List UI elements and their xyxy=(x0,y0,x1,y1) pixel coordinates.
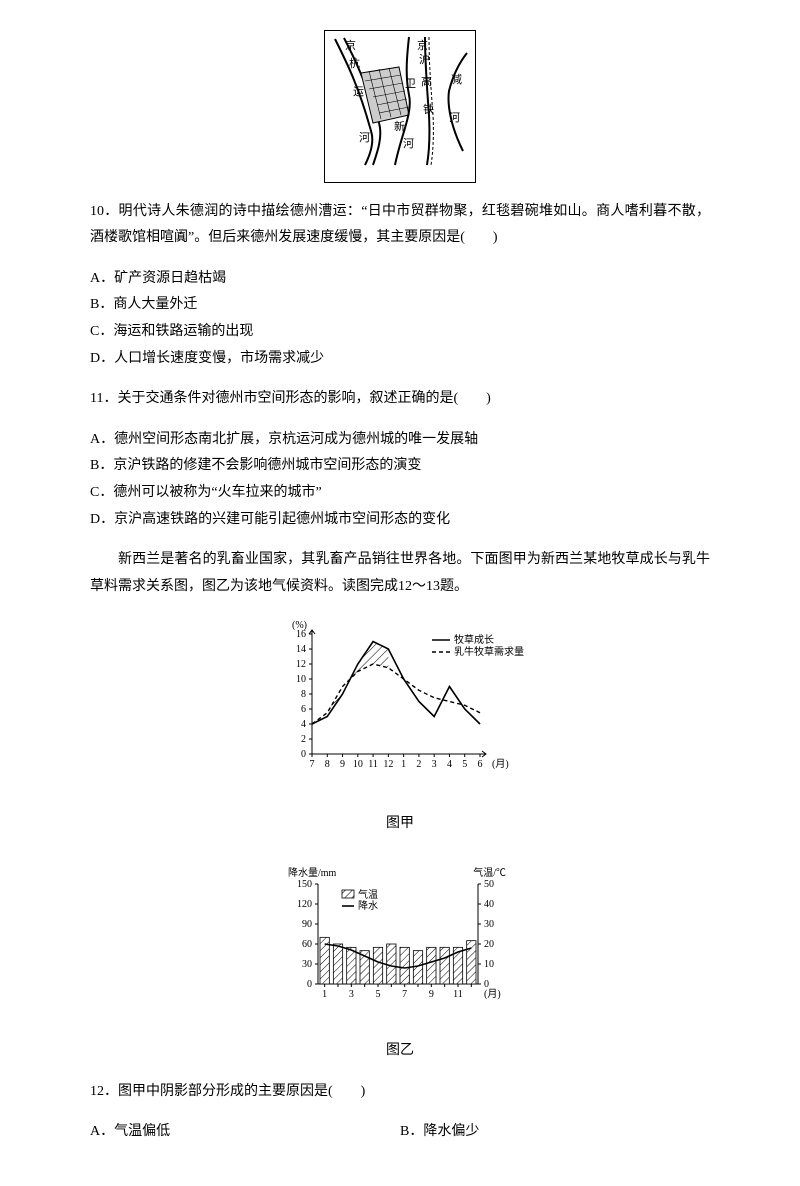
svg-text:50: 50 xyxy=(484,879,494,890)
svg-text:气温/℃: 气温/℃ xyxy=(473,866,506,879)
svg-text:(月): (月) xyxy=(484,988,501,1000)
q11-stem: 11．关于交通条件对德州市空间形态的影响，叙述正确的是( ) xyxy=(90,386,710,413)
svg-text:乳牛牧草需求量: 乳牛牧草需求量 xyxy=(454,645,524,658)
svg-text:40: 40 xyxy=(484,899,494,910)
svg-text:3: 3 xyxy=(349,989,354,1000)
svg-text:0: 0 xyxy=(307,979,312,990)
svg-text:河: 河 xyxy=(449,111,460,124)
svg-text:减: 减 xyxy=(451,73,462,86)
svg-text:9: 9 xyxy=(340,759,345,770)
chart-a-figure: (%)0246810121416789101112123456(月)牧草成长乳牛… xyxy=(90,614,710,795)
svg-text:8: 8 xyxy=(301,689,306,700)
chart-a-caption: 图甲 xyxy=(90,811,710,838)
q11-opt-c: C．德州可以被称为“火车拉来的城市” xyxy=(90,480,710,507)
svg-text:杭: 杭 xyxy=(349,56,360,70)
svg-text:1: 1 xyxy=(401,759,406,770)
svg-text:30: 30 xyxy=(302,959,312,970)
svg-text:30: 30 xyxy=(484,919,494,930)
svg-text:120: 120 xyxy=(297,899,312,910)
q12-options-row: A．气温偏低 B．降水偏少 xyxy=(90,1119,710,1146)
svg-text:(月): (月) xyxy=(492,758,509,770)
svg-text:10: 10 xyxy=(484,959,494,970)
svg-text:高: 高 xyxy=(421,74,432,88)
q11-opt-a: A．德州空间形态南北扩展，京杭运河成为德州城的唯一发展轴 xyxy=(90,427,710,454)
svg-text:11: 11 xyxy=(368,759,378,770)
chart-b-svg: 降水量/mm气温/℃030609012015001020304050135791… xyxy=(270,852,530,1012)
svg-text:90: 90 xyxy=(302,919,312,930)
svg-text:3: 3 xyxy=(432,759,437,770)
svg-text:气温: 气温 xyxy=(358,888,378,901)
q12-stem: 12．图甲中阴影部分形成的主要原因是( ) xyxy=(90,1079,710,1106)
q10-opt-a: A．矿产资源日趋枯竭 xyxy=(90,266,710,293)
svg-text:1: 1 xyxy=(322,989,327,1000)
q10-opt-d: D．人口增长速度变慢，市场需求减少 xyxy=(90,346,710,373)
svg-text:6: 6 xyxy=(301,704,306,715)
q12-opt-a: A．气温偏低 xyxy=(90,1119,400,1146)
svg-text:降水量/mm: 降水量/mm xyxy=(288,866,337,879)
svg-text:14: 14 xyxy=(296,644,306,655)
svg-text:降水: 降水 xyxy=(358,899,378,912)
svg-text:9: 9 xyxy=(429,989,434,1000)
svg-text:河: 河 xyxy=(403,137,414,150)
svg-text:卫: 卫 xyxy=(405,78,416,90)
svg-text:牧草成长: 牧草成长 xyxy=(454,633,494,646)
intro-12-13: 新西兰是著名的乳畜业国家，其乳畜产品销往世界各地。下面图甲为新西兰某地牧草成长与… xyxy=(90,547,710,600)
svg-text:7: 7 xyxy=(310,759,315,770)
svg-text:150: 150 xyxy=(297,879,312,890)
q12-opt-b: B．降水偏少 xyxy=(400,1119,710,1146)
svg-text:8: 8 xyxy=(325,759,330,770)
q10-stem: 10．明代诗人朱德润的诗中描绘德州漕运：“日中市贸群物聚，红毯碧碗堆如山。商人嗜… xyxy=(90,199,710,252)
svg-text:沪: 沪 xyxy=(419,52,430,66)
q10-opt-c: C．海运和铁路运输的出现 xyxy=(90,319,710,346)
svg-text:5: 5 xyxy=(376,989,381,1000)
svg-text:0: 0 xyxy=(301,749,306,760)
svg-text:运: 运 xyxy=(353,85,364,98)
svg-text:4: 4 xyxy=(447,759,452,770)
dezhou-map-svg: 京 杭 运 河 卫 京 沪 高 铁 新 河 减 河 xyxy=(329,35,471,167)
chart-a-svg: (%)0246810121416789101112123456(月)牧草成长乳牛… xyxy=(270,614,530,784)
svg-text:铁: 铁 xyxy=(423,103,434,116)
svg-text:10: 10 xyxy=(296,674,306,685)
svg-text:2: 2 xyxy=(301,734,306,745)
svg-text:7: 7 xyxy=(402,989,407,1000)
map-figure: 京 杭 运 河 卫 京 沪 高 铁 新 河 减 河 xyxy=(90,30,710,183)
q10-opt-b: B．商人大量外迁 xyxy=(90,292,710,319)
svg-text:10: 10 xyxy=(353,759,363,770)
svg-text:新: 新 xyxy=(394,119,405,133)
chart-b-figure: 降水量/mm气温/℃030609012015001020304050135791… xyxy=(90,852,710,1023)
svg-text:京: 京 xyxy=(417,38,428,52)
svg-text:60: 60 xyxy=(302,939,312,950)
svg-text:4: 4 xyxy=(301,719,306,730)
svg-text:11: 11 xyxy=(453,989,463,1000)
svg-text:20: 20 xyxy=(484,939,494,950)
svg-text:2: 2 xyxy=(416,759,421,770)
q11-opt-d: D．京沪高速铁路的兴建可能引起德州城市空间形态的变化 xyxy=(90,507,710,534)
chart-b-caption: 图乙 xyxy=(90,1038,710,1065)
svg-text:6: 6 xyxy=(478,759,483,770)
q11-opt-b: B．京沪铁路的修建不会影响德州城市空间形态的演变 xyxy=(90,453,710,480)
svg-text:12: 12 xyxy=(383,759,393,770)
svg-text:京: 京 xyxy=(345,38,356,52)
svg-text:5: 5 xyxy=(462,759,467,770)
svg-text:河: 河 xyxy=(359,131,370,144)
svg-text:12: 12 xyxy=(296,659,306,670)
svg-text:16: 16 xyxy=(296,629,306,640)
